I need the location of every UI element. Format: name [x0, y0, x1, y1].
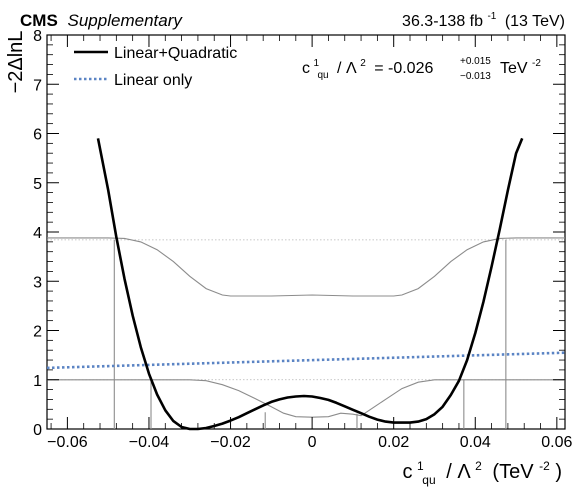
result-annotation: c 1 qu / Λ 2 = -0.026 [302, 53, 433, 82]
x-tick-labels: −0.06 −0.04 −0.02 0 0.02 0.04 0.06 [47, 434, 572, 451]
result-error-down: −0.013 [460, 71, 491, 82]
legend-linear-label: Linear only [114, 72, 192, 89]
result-unit: TeV -2 [500, 58, 541, 77]
svg-text:CMS Supplementary: CMS Supplementary [20, 11, 183, 30]
y-tick-label: 1 [33, 373, 42, 390]
x-tick-label: 0.02 [378, 434, 409, 451]
y-tick-label: 4 [33, 225, 42, 242]
plot-frame [46, 34, 566, 430]
threshold-curve [47, 237, 565, 297]
y-axis-label: −2ΔlnL [5, 31, 27, 94]
x-tick-label: 0 [308, 434, 317, 451]
y-tick-label: 7 [33, 77, 42, 94]
experiment-label: CMS [20, 11, 58, 30]
linear-quadratic-line [96, 137, 524, 431]
supplementary-label: Supplementary [68, 11, 184, 30]
x-tick-label: 0.06 [541, 434, 572, 451]
y-tick-label: 8 [33, 28, 42, 45]
y-tick-label: 0 [33, 422, 42, 439]
x-tick-label: −0.04 [129, 434, 170, 451]
x-tick-label: 0.04 [460, 434, 491, 451]
y-tick-labels: 0 1 2 3 4 5 6 7 8 [33, 28, 42, 439]
data-series [46, 137, 566, 431]
result-error-up: +0.015 [460, 56, 491, 67]
legend: Linear+Quadratic Linear only [74, 45, 237, 89]
legend-quadratic-label: Linear+Quadratic [114, 45, 237, 62]
threshold-curve [47, 379, 565, 418]
y-tick-label: 6 [33, 127, 42, 144]
reference-lines [47, 239, 565, 381]
threshold-curves [47, 237, 565, 418]
axis-ticks [47, 34, 565, 430]
linear-only-line [46, 351, 566, 370]
y-tick-label: 5 [33, 176, 42, 193]
x-axis-label: c 1 qu / Λ 2 (TeV -2 ) [402, 453, 562, 487]
x-tick-label: −0.06 [47, 434, 88, 451]
luminosity-label: 36.3-138 fb -1 (13 TeV) [402, 6, 565, 30]
x-tick-label: −0.02 [210, 434, 251, 451]
y-tick-label: 3 [33, 274, 42, 291]
threshold-verticals [113, 239, 507, 429]
y-tick-label: 2 [33, 324, 42, 341]
